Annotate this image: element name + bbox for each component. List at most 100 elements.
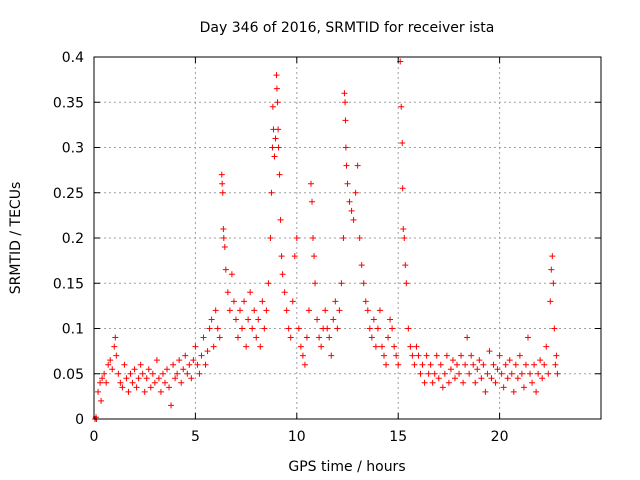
data-point [279,271,286,278]
data-point [299,352,306,359]
data-point [552,361,559,368]
data-point [255,316,262,323]
data-point [358,262,365,269]
data-point [332,298,339,305]
data-point [216,334,223,341]
data-point [400,225,407,232]
data-point [391,343,398,350]
data-point [524,334,531,341]
data-point [109,366,116,373]
data-point [182,352,189,359]
data-point [506,357,513,364]
data-point [399,139,406,146]
data-point [474,366,481,373]
data-point [383,361,390,368]
data-point [443,352,450,359]
data-point [328,352,335,359]
data-point [208,316,215,323]
data-point [151,379,158,386]
y-tick-label: 0.25 [53,186,84,202]
data-point [498,370,505,377]
data-point [419,361,426,368]
data-point [202,361,209,368]
data-point [247,289,254,296]
data-point [447,366,454,373]
data-point [105,361,112,368]
data-point [285,325,292,332]
data-point [378,343,385,350]
data-point [269,103,276,110]
y-tick-label: 0.2 [62,231,84,247]
data-point [112,334,119,341]
data-point [133,384,140,391]
data-point [343,162,350,169]
y-axis-label: SRMTID / TECUs [8,182,24,295]
axis-ticks: 0 0.05 0.1 0.15 0.2 0.25 0.3 0.35 0.4 0 5 10 15 20 [53,50,601,445]
data-point [212,307,219,314]
data-point [184,370,191,377]
data-point [389,325,396,332]
data-point [276,171,283,178]
data-point [219,189,226,196]
data-point [411,361,418,368]
chart-title: Day 346 of 2016, SRMTID for receiver ist… [200,20,495,36]
data-point [510,388,517,395]
data-point [97,379,104,386]
data-point [508,370,515,377]
data-point [196,370,203,377]
x-tick-label: 5 [191,429,200,445]
data-point [326,334,333,341]
data-point [221,244,228,251]
data-point [527,370,534,377]
data-point [117,379,124,386]
data-point [496,352,503,359]
data-point [342,99,349,106]
data-point [488,375,495,382]
data-point [316,334,323,341]
grid [94,57,601,419]
data-point [541,361,548,368]
data-point [275,126,282,133]
data-point [224,289,231,296]
data-point [402,262,409,269]
data-point [458,352,465,359]
data-point [425,370,432,377]
data-point [172,375,179,382]
data-point [466,370,473,377]
data-point [297,343,304,350]
data-point [268,189,275,196]
x-tick-label: 10 [288,429,306,445]
data-point [115,370,122,377]
data-point [398,103,405,110]
data-point [435,375,442,382]
data-point [547,298,554,305]
data-point [271,153,278,160]
data-point [548,266,555,273]
data-point [512,361,519,368]
data-point [253,334,260,341]
data-point [232,316,239,323]
data-point [385,334,392,341]
data-point [234,334,241,341]
data-point [311,253,318,260]
data-point [111,343,118,350]
data-point [135,375,142,382]
data-point [494,366,501,373]
data-point [500,384,507,391]
data-point [129,379,136,386]
data-point [454,361,461,368]
data-point [401,235,408,241]
data-point [520,384,527,391]
data-point [226,307,233,314]
data-point [437,361,444,368]
data-point [287,334,294,341]
data-point [399,185,406,192]
x-tick-label: 15 [389,429,407,445]
data-point [283,307,290,314]
data-point [533,388,540,395]
data-points [92,58,561,422]
data-point [484,370,491,377]
data-point [99,375,106,382]
data-point [550,280,557,287]
data-point [516,352,523,359]
